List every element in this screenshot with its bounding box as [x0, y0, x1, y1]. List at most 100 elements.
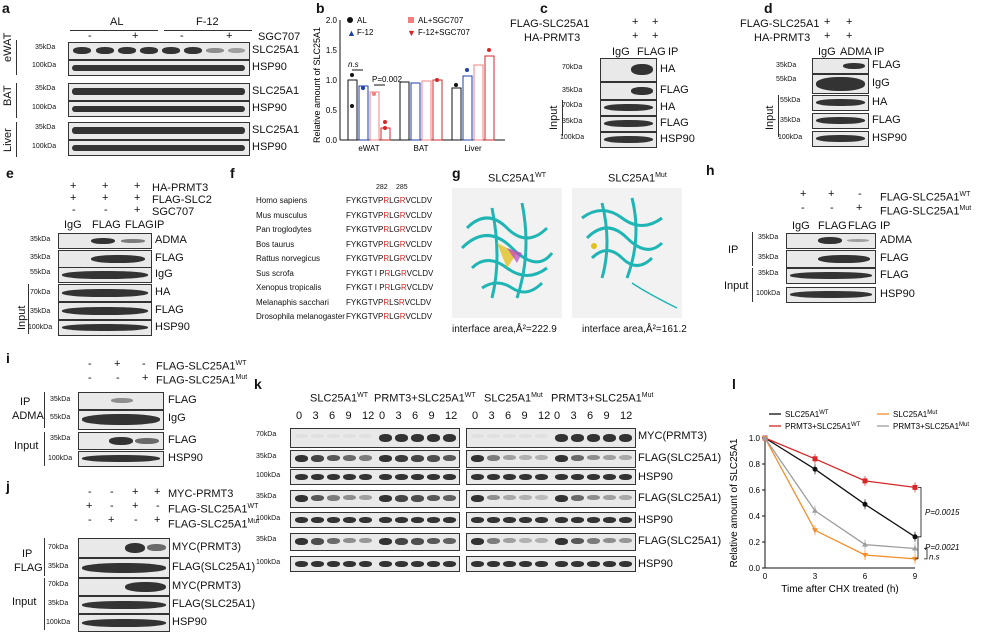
blot-k — [290, 490, 460, 508]
chart-l: 0.0 0.2 0.4 0.6 0.8 1.0 0 3 6 9 Time after CHX tre… — [729, 410, 969, 595]
legend-label: SLC25A1WT — [785, 410, 829, 419]
chart-b-pvalue: P=0.002 — [372, 75, 403, 84]
blot-a-liver-slc25a1 — [68, 122, 250, 140]
sequence-row: FYKGTVPRLGRVCLDV — [346, 210, 433, 220]
blot-a-bat-hsp90 — [68, 101, 250, 117]
chart-b-ylabel: Relative amount of SLC25A1 — [312, 27, 322, 143]
sequence-row: FYKGTVPRLGRVCLDV — [346, 239, 433, 249]
time-label: 6 — [329, 410, 336, 422]
time-label: 0 — [296, 410, 303, 422]
sequence-row: FYKGTVPRLGRVCLDV — [346, 196, 433, 205]
sequence-row: FYKGTVPRLSRVCLDV — [346, 297, 432, 307]
x-tick-label: 9 — [913, 572, 918, 581]
blot-k — [466, 512, 636, 528]
blot-k — [466, 533, 636, 551]
y-tick-label: 0.0 — [749, 564, 761, 573]
mw-marker: 35kDa — [256, 493, 277, 500]
svg-text:▼: ▼ — [407, 28, 416, 38]
ns-label: n.s — [929, 552, 940, 561]
mw-marker: 35kDa — [256, 453, 277, 460]
data-point — [762, 435, 768, 440]
time-label: 3 — [570, 410, 577, 422]
sequence-row: FYKGTVPRLGRVCLDV — [346, 312, 433, 321]
chart-b-ns: n.s — [348, 60, 359, 69]
species-label: Pan troglodytes — [256, 225, 312, 234]
time-label: 3 — [312, 410, 319, 422]
group-f12: F-12 — [196, 16, 219, 28]
time-label: 0 — [379, 410, 386, 422]
blot-k — [466, 556, 636, 572]
x-tick-label: 6 — [863, 572, 868, 581]
structure-mut-image — [572, 188, 682, 318]
blot-k-label: FLAG(SLC25A1) — [638, 492, 722, 504]
blot-k — [466, 450, 636, 468]
panel-label-a: a — [2, 0, 10, 16]
p-value-2: P=0.0021 — [925, 543, 959, 552]
time-label: 9 — [428, 410, 435, 422]
p-value-1: P=0.0015 — [925, 508, 960, 517]
series-line — [764, 437, 916, 560]
blot-k-label: MYC(PRMT3) — [638, 430, 708, 442]
y-tick-label: 0.4 — [749, 512, 761, 521]
tissue-liver: Liver — [2, 128, 14, 152]
blot-k — [466, 428, 636, 448]
chart-b: Relative amount of SLC25A1 0.0 0.5 1.0 1… — [312, 16, 505, 153]
time-label: 3 — [395, 410, 402, 422]
sequence-row: FYKGT I PRLGRVCLDV — [346, 268, 434, 278]
sequence-row: FYKGT I PRLGRVCLDV — [346, 283, 434, 292]
svg-text:F-12+SGC707: F-12+SGC707 — [418, 28, 470, 37]
time-label: 12 — [620, 410, 633, 422]
blot-a-liver-hsp90 — [68, 140, 250, 156]
species-label: Sus scrofa — [256, 268, 294, 278]
species-label: Bos taurus — [256, 239, 295, 249]
svg-text:F-12: F-12 — [357, 28, 374, 37]
time-label: 6 — [412, 410, 419, 422]
y-tick-label: 0.2 — [749, 538, 761, 547]
blot-k-label: HSP90 — [638, 514, 673, 526]
blot-k-label: FLAG(SLC25A1) — [638, 452, 722, 464]
significance-bracket — [915, 536, 919, 560]
chart-b-legend: AL ▲ F-12 AL+SGC707 ▼ F-12+SGC707 — [347, 16, 470, 38]
legend-label: PRMT3+SLC25A1WT — [785, 422, 861, 431]
blot-a-ewat-slc25a1 — [68, 42, 250, 60]
svg-text:AL+SGC707: AL+SGC707 — [418, 16, 464, 25]
blot-k — [290, 450, 460, 468]
blot-k — [466, 490, 636, 508]
time-label: 3 — [488, 410, 495, 422]
svg-text:1.5: 1.5 — [326, 46, 338, 55]
species-label: Rattus norvegicus — [256, 254, 321, 263]
sequence-row: FYKGTVPRLGRVCLDV — [346, 254, 433, 263]
blot-k-label: HSP90 — [638, 558, 673, 570]
blot-k — [290, 428, 460, 448]
panel-label-b: b — [316, 0, 325, 16]
time-label: 0 — [554, 410, 561, 422]
time-label: 12 — [362, 410, 375, 422]
time-label: 6 — [505, 410, 512, 422]
x-axis-label: Time after CHX treated (h) — [781, 584, 898, 595]
svg-text:BAT: BAT — [414, 144, 429, 153]
species-label: Mus musculus — [256, 210, 308, 220]
blot-a-bat-slc25a1 — [68, 83, 250, 101]
svg-text:2.0: 2.0 — [326, 16, 338, 25]
structure-wt-image — [452, 188, 562, 318]
svg-text:0.0: 0.0 — [326, 136, 338, 145]
mw-marker: 100kDa — [256, 515, 281, 522]
mw-marker: 100kDa — [256, 472, 281, 479]
mw-marker: 35kDa — [256, 536, 277, 543]
y-tick-label: 0.6 — [749, 486, 761, 495]
time-label: 0 — [472, 410, 479, 422]
x-tick-label: 0 — [763, 572, 768, 581]
series-line — [764, 437, 916, 489]
y-tick-label: 1.0 — [749, 434, 761, 443]
svg-text:▲: ▲ — [347, 28, 356, 38]
legend-label: SLC25A1Mut — [893, 410, 938, 419]
mw-marker: 100kDa — [256, 559, 281, 566]
sequence-row: FYKGTVPRLGRVCLDV — [346, 225, 433, 234]
x-tick-label: 3 — [813, 572, 818, 581]
svg-text:1.0: 1.0 — [326, 76, 338, 85]
svg-text:AL: AL — [357, 16, 367, 25]
time-label: 12 — [538, 410, 551, 422]
species-label: Drosophila melanogaster — [256, 312, 345, 321]
legend-label: PRMT3+SLC25A1Mut — [893, 422, 969, 431]
blot-k-label: FLAG(SLC25A1) — [638, 535, 722, 547]
